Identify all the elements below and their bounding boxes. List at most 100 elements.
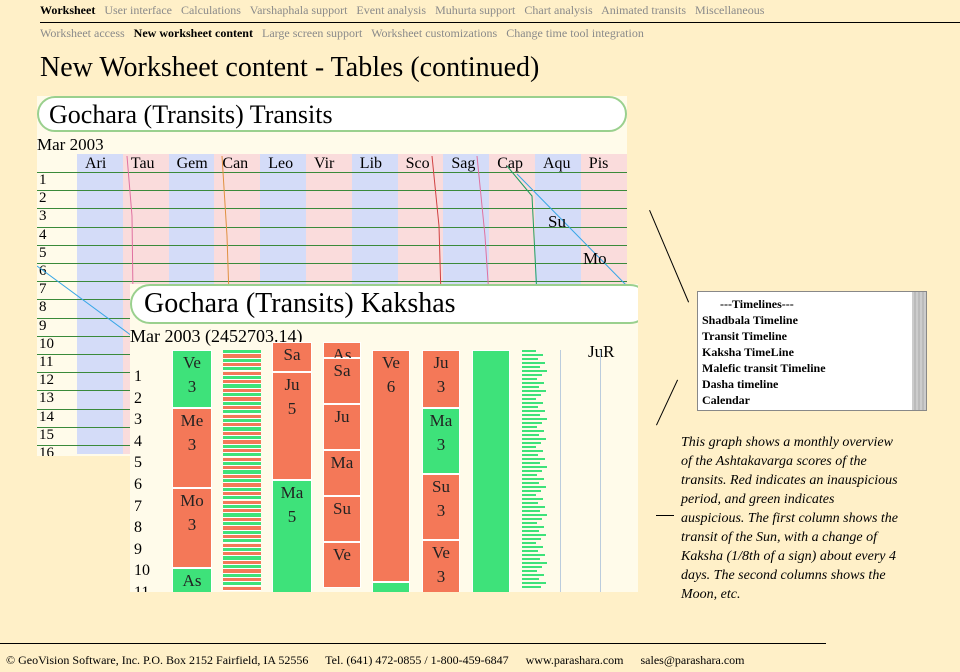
pointer-line (656, 515, 674, 516)
day-number: 11 (39, 354, 54, 370)
tick-mark (522, 454, 538, 456)
kaksha-cell: Sa (323, 358, 361, 404)
footer-email-link[interactable]: sales@parashara.com (640, 653, 745, 667)
nav-calculations[interactable]: Calculations (180, 3, 241, 17)
timeline-item-transit[interactable]: Transit Timeline (702, 329, 788, 343)
moon-stripe (223, 586, 261, 591)
subnav-worksheet-customizations[interactable]: Worksheet customizations (371, 26, 498, 40)
sign-header: Cap (497, 155, 523, 172)
kaksha-score: 3 (187, 435, 197, 454)
day-number: 4 (39, 226, 47, 243)
moon-stripe (223, 582, 261, 587)
tick-mark (522, 382, 544, 384)
subnav-worksheet-access[interactable]: Worksheet access (40, 26, 125, 40)
nav-chart-analysis[interactable]: Chart analysis (524, 3, 593, 17)
tick-mark (522, 430, 544, 432)
moon-stripe (223, 504, 261, 510)
tick-mark (522, 550, 538, 552)
kaksha-score: 3 (436, 435, 446, 454)
kaksha-planet: Ju (334, 407, 350, 426)
subnav-large-screen-support[interactable]: Large screen support (261, 26, 363, 40)
kaksha-score: 3 (436, 501, 446, 520)
nav-worksheet[interactable]: Worksheet (40, 3, 96, 17)
nav-muhurta-support[interactable]: Muhurta support (435, 3, 516, 17)
tick-mark (522, 554, 545, 556)
moon-stripe (223, 362, 261, 368)
footer-web-link[interactable]: www.parashara.com (525, 653, 624, 667)
nav-varshaphala-support[interactable]: Varshaphala support (249, 3, 348, 17)
moon-stripe (223, 565, 261, 570)
tick-mark (522, 522, 537, 524)
pointer-line (656, 379, 679, 426)
timeline-item-malefic[interactable]: Malefic transit Timeline (702, 361, 826, 375)
subnav-change-time-tool[interactable]: Change time tool integration (506, 26, 644, 40)
moon-stripe (223, 569, 261, 574)
day-number: 3 (134, 411, 142, 429)
tick-mark (522, 398, 536, 400)
kaksha-cell: Ve (323, 542, 361, 588)
kaksha-score: 3 (187, 377, 197, 396)
nav-animated-transits[interactable]: Animated transits (601, 3, 687, 17)
timeline-item-shadbala[interactable]: Shadbala Timeline (702, 313, 798, 327)
timeline-item-kaksha[interactable]: Kaksha TimeLine (702, 345, 794, 359)
page-title: New Worksheet content - Tables (continue… (40, 52, 540, 83)
kaksha-planet: Ma (280, 483, 304, 502)
day-number: 5 (39, 244, 47, 261)
kaksha-planet: Su (333, 499, 351, 518)
moon-stripe (223, 552, 261, 557)
kaksha-planet: Ma (330, 453, 354, 472)
moon-stripe (223, 457, 261, 462)
day-number: 13 (39, 390, 54, 407)
kaksha-cell (372, 582, 410, 592)
transits-date: Mar 2003 (37, 135, 104, 154)
tick-mark (522, 418, 547, 420)
day-number: 1 (134, 368, 142, 385)
timeline-item-dasha[interactable]: Dasha timeline (702, 377, 779, 391)
tick-mark (522, 394, 541, 396)
kaksha-cell (472, 350, 510, 592)
tick-mark (522, 538, 541, 540)
tick-mark (522, 458, 545, 460)
moon-stripe (223, 517, 261, 522)
moon-stripe (223, 491, 261, 497)
moon-stripe (223, 371, 261, 376)
tick-mark (522, 546, 543, 548)
nav-user-interface[interactable]: User interface (104, 3, 172, 17)
grid-row-line (37, 226, 627, 228)
timelines-listbox[interactable]: ---Timelines--- Shadbala Timeline Transi… (697, 291, 927, 411)
kakshas-date: Mar 2003 (2452703.14) (130, 326, 303, 346)
kaksha-cell: Ma 5 (272, 480, 312, 592)
nav-event-analysis[interactable]: Event analysis (356, 3, 427, 17)
moon-stripe (223, 577, 261, 583)
tick-mark (522, 422, 542, 424)
primary-nav: Worksheet User interface Calculations Va… (40, 3, 770, 18)
tick-mark (522, 410, 545, 412)
tick-mark (522, 486, 546, 488)
day-number: 6 (134, 476, 142, 493)
tick-mark (522, 474, 537, 476)
subnav-new-worksheet-content[interactable]: New worksheet content (133, 26, 253, 40)
scrollbar[interactable] (912, 292, 926, 410)
kaksha-planet: Sa (283, 345, 301, 364)
timeline-item-calendar[interactable]: Calendar (702, 393, 750, 407)
tick-mark (522, 462, 540, 464)
kaksha-planet: Ve (333, 545, 351, 564)
tick-mark (522, 530, 539, 532)
day-number: 1 (39, 172, 47, 188)
sign-header: Vir (314, 155, 335, 172)
moon-stripe (223, 431, 261, 436)
tick-mark (522, 470, 542, 472)
tick-mark (522, 426, 537, 428)
nav-miscellaneous[interactable]: Miscellaneous (695, 3, 765, 17)
tick-mark (522, 494, 536, 496)
grid-row-line (37, 172, 627, 173)
kaksha-cell: Su 3 (422, 474, 460, 540)
kaksha-score: 5 (287, 399, 297, 418)
day-number: 5 (134, 454, 142, 472)
moon-stripe (223, 427, 261, 432)
kaksha-planet: As (182, 571, 202, 590)
transit-lines (37, 155, 627, 337)
moon-stripe (223, 573, 261, 578)
tick-mark (522, 514, 547, 516)
sign-header: Can (222, 155, 249, 172)
